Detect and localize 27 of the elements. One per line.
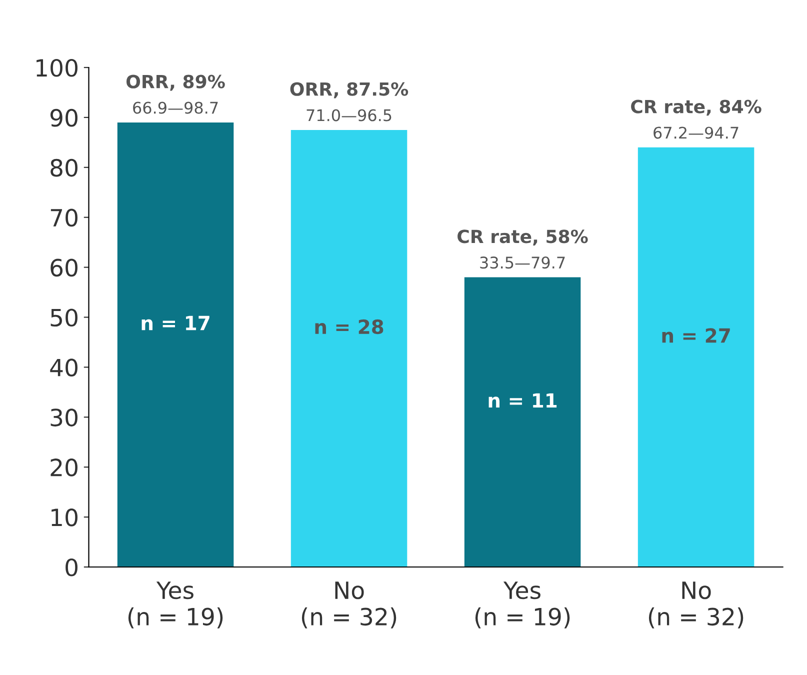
y-tick-label: 80 <box>50 158 78 177</box>
bar <box>290 130 408 567</box>
x-tick-label: Yes (n = 19) <box>475 582 570 628</box>
y-tick-label: 90 <box>50 108 78 127</box>
y-tick-label: 0 <box>66 558 78 576</box>
y-tick-label: 20 <box>50 458 78 476</box>
bar <box>638 147 754 567</box>
annotation: n = 28 <box>315 319 384 334</box>
data-label: ORR, 87.5% 71.0—96.5 <box>290 82 408 122</box>
y-tick-label: 100 <box>36 58 78 77</box>
annotation: n = 17 <box>142 316 210 330</box>
annotation: n = 27 <box>662 328 730 343</box>
x-tick-label: Yes (n = 19) <box>128 582 223 628</box>
y-tick-label: 70 <box>50 208 78 227</box>
y-tick-label: 10 <box>52 508 78 526</box>
data-label: ORR, 89% 66.9—98.7 <box>126 74 225 114</box>
x-tick-label: No (n = 32) <box>648 582 744 628</box>
x-tick-label: No (n = 32) <box>302 582 396 628</box>
y-tick-label: 50 <box>50 308 78 327</box>
annotation: n = 11 <box>488 393 557 408</box>
y-tick-label: 40 <box>50 358 78 377</box>
bar <box>117 122 234 567</box>
y-tick-label: 60 <box>50 258 78 277</box>
y-tick-label: 30 <box>50 408 78 426</box>
data-label: CR rate, 58% 33.5—79.7 <box>458 230 588 269</box>
data-label: CR rate, 84% 67.2—94.7 <box>631 100 762 139</box>
bar <box>464 277 581 567</box>
